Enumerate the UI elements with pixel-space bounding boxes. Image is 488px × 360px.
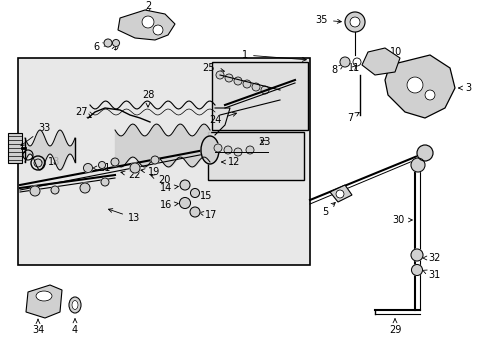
Polygon shape bbox=[384, 55, 454, 118]
Text: 35: 35 bbox=[315, 15, 341, 25]
Text: 16: 16 bbox=[160, 200, 178, 210]
Bar bbox=[212, 62, 307, 130]
Text: 14: 14 bbox=[160, 183, 178, 193]
Circle shape bbox=[261, 86, 268, 94]
Text: 6: 6 bbox=[94, 42, 107, 52]
Circle shape bbox=[349, 17, 359, 27]
Polygon shape bbox=[26, 285, 62, 318]
Text: 5: 5 bbox=[321, 203, 335, 217]
Text: 34: 34 bbox=[32, 319, 44, 335]
Circle shape bbox=[245, 146, 253, 154]
Text: 3: 3 bbox=[458, 83, 470, 93]
Text: 20: 20 bbox=[151, 175, 170, 185]
Circle shape bbox=[216, 71, 224, 79]
Circle shape bbox=[130, 163, 140, 173]
Text: 17: 17 bbox=[199, 210, 217, 220]
Circle shape bbox=[98, 162, 105, 168]
Circle shape bbox=[335, 190, 343, 198]
Circle shape bbox=[339, 57, 349, 67]
Text: 23: 23 bbox=[258, 137, 270, 147]
Circle shape bbox=[424, 90, 434, 100]
Circle shape bbox=[345, 12, 364, 32]
Ellipse shape bbox=[36, 291, 52, 301]
Circle shape bbox=[411, 265, 422, 275]
Polygon shape bbox=[118, 10, 175, 40]
Text: 21: 21 bbox=[92, 163, 110, 173]
Text: 2: 2 bbox=[144, 1, 151, 14]
Circle shape bbox=[234, 77, 242, 85]
Text: 24: 24 bbox=[209, 113, 236, 125]
Text: 31: 31 bbox=[422, 270, 439, 280]
Circle shape bbox=[104, 39, 112, 47]
Circle shape bbox=[224, 146, 231, 154]
Circle shape bbox=[142, 16, 154, 28]
Text: 32: 32 bbox=[422, 253, 440, 263]
Circle shape bbox=[190, 189, 199, 198]
Text: 1: 1 bbox=[242, 50, 305, 61]
Circle shape bbox=[410, 158, 424, 172]
Text: 27: 27 bbox=[75, 107, 91, 118]
Circle shape bbox=[180, 180, 190, 190]
Text: 19: 19 bbox=[141, 167, 160, 177]
Text: 25: 25 bbox=[202, 63, 224, 73]
Circle shape bbox=[214, 144, 222, 152]
Circle shape bbox=[51, 186, 59, 194]
Circle shape bbox=[153, 25, 163, 35]
Circle shape bbox=[416, 145, 432, 161]
Text: 11: 11 bbox=[347, 63, 359, 73]
Text: 8: 8 bbox=[331, 65, 343, 75]
Text: 28: 28 bbox=[142, 90, 154, 107]
Circle shape bbox=[112, 40, 119, 46]
Circle shape bbox=[243, 80, 250, 88]
Text: 10: 10 bbox=[385, 47, 402, 57]
Circle shape bbox=[151, 156, 159, 164]
Text: 30: 30 bbox=[392, 215, 411, 225]
Text: 12: 12 bbox=[221, 157, 240, 167]
Circle shape bbox=[234, 148, 242, 156]
Bar bbox=[8, 133, 22, 163]
Text: 15: 15 bbox=[194, 191, 212, 201]
Polygon shape bbox=[361, 48, 399, 75]
Text: 4: 4 bbox=[72, 319, 78, 335]
Circle shape bbox=[111, 158, 119, 166]
Text: 33: 33 bbox=[21, 123, 50, 146]
Text: 22: 22 bbox=[121, 170, 140, 180]
Text: 13: 13 bbox=[108, 209, 140, 223]
Circle shape bbox=[224, 74, 232, 82]
Bar bbox=[207, 132, 304, 180]
Circle shape bbox=[101, 178, 109, 186]
Circle shape bbox=[83, 163, 92, 172]
Circle shape bbox=[30, 186, 40, 196]
Ellipse shape bbox=[201, 136, 219, 164]
Circle shape bbox=[190, 207, 200, 217]
Ellipse shape bbox=[72, 301, 78, 310]
Circle shape bbox=[179, 198, 190, 208]
Circle shape bbox=[251, 83, 260, 91]
Text: 9: 9 bbox=[112, 42, 118, 52]
Text: 29: 29 bbox=[388, 319, 400, 335]
Polygon shape bbox=[329, 185, 351, 202]
Text: 26: 26 bbox=[202, 150, 219, 160]
Ellipse shape bbox=[69, 297, 81, 313]
Circle shape bbox=[80, 183, 90, 193]
Circle shape bbox=[406, 77, 422, 93]
Text: 18: 18 bbox=[41, 157, 60, 167]
Circle shape bbox=[410, 249, 422, 261]
Text: 7: 7 bbox=[346, 112, 359, 123]
Bar bbox=[18, 58, 309, 265]
